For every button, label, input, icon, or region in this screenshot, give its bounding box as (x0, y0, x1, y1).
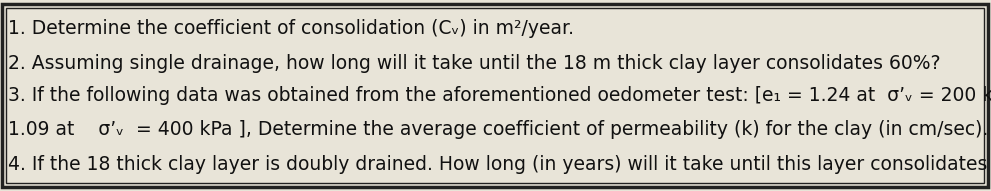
Text: 1.09 at    σ’ᵥ  = 400 kPa ], Determine the average coefficient of permeability (: 1.09 at σ’ᵥ = 400 kPa ], Determine the a… (8, 120, 988, 139)
Text: 4. If the 18 thick clay layer is doubly drained. How long (in years) will it tak: 4. If the 18 thick clay layer is doubly … (8, 155, 991, 174)
Text: 3. If the following data was obtained from the aforementioned oedometer test: [e: 3. If the following data was obtained fr… (8, 86, 991, 105)
Text: 2. Assuming single drainage, how long will it take until the 18 m thick clay lay: 2. Assuming single drainage, how long wi… (8, 53, 940, 73)
FancyBboxPatch shape (2, 4, 988, 187)
Text: 1. Determine the coefficient of consolidation (Cᵥ) in m²/year.: 1. Determine the coefficient of consolid… (8, 19, 574, 38)
